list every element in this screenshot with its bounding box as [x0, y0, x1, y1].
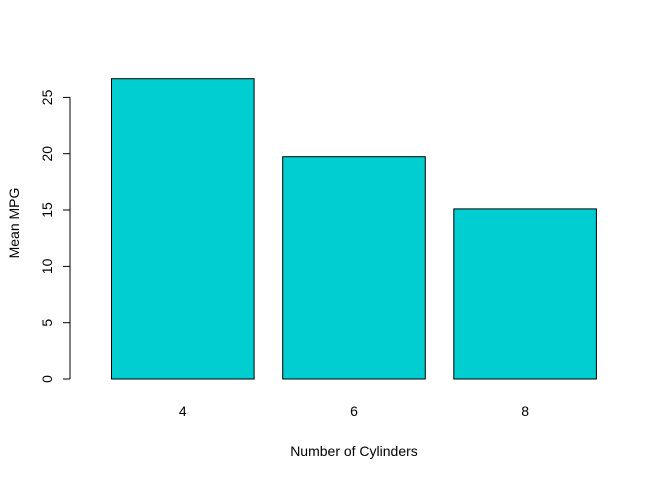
bar-4 [111, 78, 255, 380]
x-axis-title: Number of Cylinders [290, 443, 418, 459]
y-tick-label-0: 0 [39, 375, 55, 383]
bar-8 [453, 208, 597, 380]
x-tick-label-8: 8 [521, 403, 529, 419]
y-tick-label-5: 5 [39, 319, 55, 327]
bar-6 [282, 156, 426, 380]
y-tick-label-25: 25 [39, 89, 55, 105]
x-tick-label-6: 6 [350, 403, 358, 419]
y-tick-label-10: 10 [39, 258, 55, 274]
y-tick-label-20: 20 [39, 146, 55, 162]
y-tick-label-15: 15 [39, 202, 55, 218]
y-axis-title: Mean MPG [6, 188, 22, 259]
x-tick-labels: 4 6 8 [179, 403, 529, 419]
bars-group [111, 78, 597, 380]
x-tick-label-4: 4 [179, 403, 187, 419]
y-axis: 0 5 10 15 20 25 [39, 89, 71, 383]
